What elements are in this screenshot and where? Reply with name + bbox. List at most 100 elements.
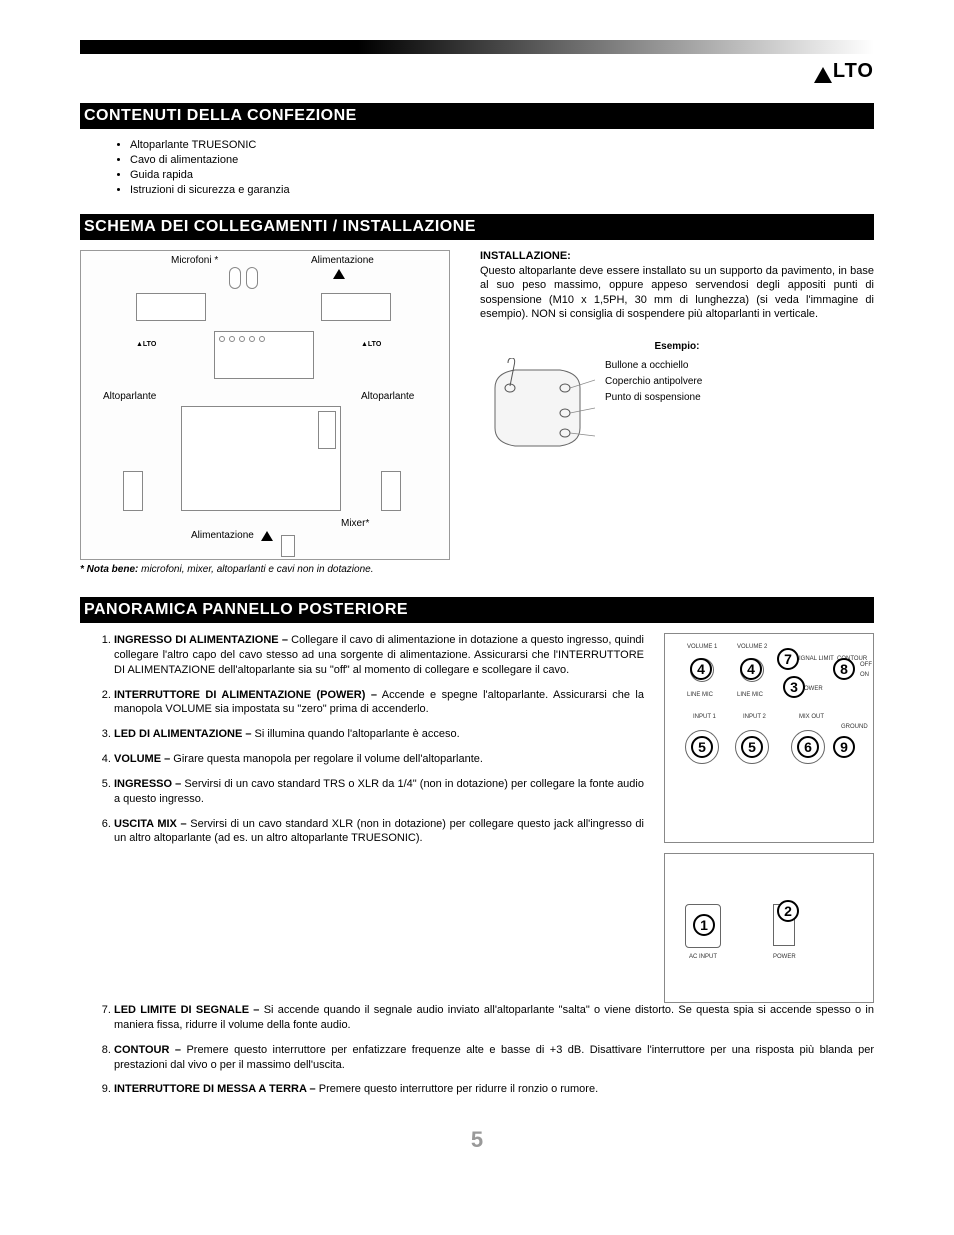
panorama-row: INGRESSO DI ALIMENTAZIONE – Collegare il… bbox=[80, 633, 874, 1003]
panorama-right: VOLUME 1 VOLUME 2 SIGNAL LIMIT CONTOUR P… bbox=[664, 633, 874, 1003]
install-text: Questo altoparlante deve essere installa… bbox=[480, 264, 874, 321]
list-item: Altoparlante TRUESONIC bbox=[130, 139, 874, 151]
warning-icon bbox=[333, 269, 345, 279]
install-title: INSTALLAZIONE: bbox=[480, 250, 874, 262]
annotation: Coperchio antipolvere bbox=[605, 374, 702, 390]
list-item: CONTOUR – Premere questo interruttore pe… bbox=[114, 1043, 874, 1073]
callout-5: 5 bbox=[691, 736, 713, 758]
label-alimentazione: Alimentazione bbox=[311, 255, 374, 266]
label-mixer: Mixer* bbox=[341, 518, 369, 529]
small-logo: ▲LTO bbox=[136, 341, 156, 348]
item-text: Premere questo interruttore per enfatizz… bbox=[114, 1044, 874, 1071]
callout-7: 7 bbox=[777, 648, 799, 670]
callout-2: 2 bbox=[777, 900, 799, 922]
tiny-label: VOLUME 1 bbox=[687, 644, 717, 650]
item-bold: INGRESSO DI ALIMENTAZIONE – bbox=[114, 634, 288, 646]
list-item: LED DI ALIMENTAZIONE – Si illumina quand… bbox=[114, 727, 644, 742]
section-header-schema: SCHEMA DEI COLLEGAMENTI / INSTALLAZIONE bbox=[80, 214, 874, 240]
top-gradient-bar bbox=[80, 40, 874, 54]
label-altoparlante: Altoparlante bbox=[103, 391, 156, 402]
rear-panel-icon bbox=[321, 293, 391, 321]
schema-right-col: INSTALLAZIONE: Questo altoparlante deve … bbox=[480, 250, 874, 589]
speaker-top-view bbox=[480, 358, 595, 448]
item-text: Si illumina quando l'altoparlante è acce… bbox=[252, 728, 460, 740]
callout-9: 9 bbox=[833, 736, 855, 758]
numbered-list: INGRESSO DI ALIMENTAZIONE – Collegare il… bbox=[80, 633, 644, 846]
tiny-label: VOLUME 2 bbox=[737, 644, 767, 650]
section-header-panorama: PANORAMICA PANNELLO POSTERIORE bbox=[80, 597, 874, 623]
tiny-label: SIGNAL LIMIT bbox=[795, 656, 834, 662]
list-item: USCITA MIX – Servirsi di un cavo standar… bbox=[114, 817, 644, 847]
tiny-label: AC INPUT bbox=[689, 954, 717, 960]
speaker-stand-icon bbox=[123, 471, 143, 511]
label-alimentazione: Alimentazione bbox=[191, 530, 254, 541]
item-text: Servirsi di un cavo standard TRS o XLR d… bbox=[114, 778, 644, 805]
item-text: Premere questo interruttore per ridurre … bbox=[316, 1083, 598, 1095]
logo-text: LTO bbox=[833, 60, 874, 83]
item-bold: CONTOUR – bbox=[114, 1044, 181, 1056]
tiny-label: INPUT 2 bbox=[743, 714, 766, 720]
annotation: Bullone a occhiello bbox=[605, 358, 702, 374]
callout-5: 5 bbox=[741, 736, 763, 758]
callout-4: 4 bbox=[690, 658, 712, 680]
small-logo: ▲LTO bbox=[361, 341, 381, 348]
schema-row: Microfoni * Alimentazione ▲LTO ▲LTO bbox=[80, 250, 874, 589]
item-bold: VOLUME – bbox=[114, 753, 170, 765]
plug-icon bbox=[281, 535, 295, 557]
tiny-label: GROUND bbox=[841, 724, 868, 730]
list-item: LED LIMITE DI SEGNALE – Si accende quand… bbox=[114, 1003, 874, 1033]
label-microfoni: Microfoni * bbox=[171, 255, 218, 266]
item-text: Servirsi di un cavo standard XLR (non in… bbox=[114, 818, 644, 845]
mixer-icon bbox=[214, 331, 314, 379]
item-bold: INTERRUTTORE DI MESSA A TERRA – bbox=[114, 1083, 316, 1095]
note-rest: microfoni, mixer, altoparlanti e cavi no… bbox=[138, 564, 373, 575]
item-bold: INGRESSO – bbox=[114, 778, 181, 790]
example-box: Esempio: Bullone bbox=[480, 341, 874, 448]
tiny-label: MIX OUT bbox=[799, 714, 824, 720]
callout-4: 4 bbox=[740, 658, 762, 680]
note-text: * Nota bene: microfoni, mixer, altoparla… bbox=[80, 564, 450, 575]
item-text: Girare questa manopola per regolare il v… bbox=[170, 753, 483, 765]
callout-8: 8 bbox=[833, 658, 855, 680]
list-item: Istruzioni di sicurezza e garanzia bbox=[130, 184, 874, 196]
list-item: Cavo di alimentazione bbox=[130, 154, 874, 166]
rear-panel-top: VOLUME 1 VOLUME 2 SIGNAL LIMIT CONTOUR P… bbox=[664, 633, 874, 843]
annotation-column: Bullone a occhiello Coperchio antipolver… bbox=[605, 358, 702, 406]
section-header-contents: CONTENUTI DELLA CONFEZIONE bbox=[80, 103, 874, 129]
example-label: Esempio: bbox=[480, 341, 874, 352]
item-bold: INTERRUTTORE DI ALIMENTAZIONE (POWER) – bbox=[114, 689, 377, 701]
mic-icon bbox=[246, 267, 258, 289]
stage-icon bbox=[181, 406, 341, 511]
tiny-label: OFF bbox=[860, 662, 872, 668]
callout-1: 1 bbox=[693, 914, 715, 936]
logo-row: LTO bbox=[80, 60, 874, 83]
note-bold: * Nota bene: bbox=[80, 564, 138, 575]
tiny-label: INPUT 1 bbox=[693, 714, 716, 720]
rear-panel-bottom: 1 2 AC INPUT POWER bbox=[664, 853, 874, 1003]
alto-logo: LTO bbox=[814, 60, 874, 83]
label-altoparlante: Altoparlante bbox=[361, 391, 414, 402]
tiny-label: POWER bbox=[773, 954, 796, 960]
callout-6: 6 bbox=[797, 736, 819, 758]
rear-panel-icon bbox=[136, 293, 206, 321]
example-diagram: Bullone a occhiello Coperchio antipolver… bbox=[480, 358, 874, 448]
panorama-left: INGRESSO DI ALIMENTAZIONE – Collegare il… bbox=[80, 633, 644, 1003]
speaker-stand-icon bbox=[381, 471, 401, 511]
item-bold: LED DI ALIMENTAZIONE – bbox=[114, 728, 252, 740]
tiny-label: ON bbox=[860, 672, 869, 678]
list-item: VOLUME – Girare questa manopola per rego… bbox=[114, 752, 644, 767]
contents-list: Altoparlante TRUESONIC Cavo di alimentaz… bbox=[80, 139, 874, 196]
page-number: 5 bbox=[80, 1127, 874, 1153]
logo-triangle-icon bbox=[814, 67, 832, 83]
list-item: INTERRUTTORE DI ALIMENTAZIONE (POWER) – … bbox=[114, 688, 644, 718]
numbered-list-full: LED LIMITE DI SEGNALE – Si accende quand… bbox=[80, 1003, 874, 1097]
callout-3: 3 bbox=[783, 676, 805, 698]
warning-icon bbox=[261, 531, 273, 541]
list-item: INTERRUTTORE DI MESSA A TERRA – Premere … bbox=[114, 1082, 874, 1097]
item-bold: USCITA MIX – bbox=[114, 818, 187, 830]
list-item: INGRESSO – Servirsi di un cavo standard … bbox=[114, 777, 644, 807]
mic-icon bbox=[229, 267, 241, 289]
tiny-label: LINE MIC bbox=[737, 692, 763, 698]
connection-diagram: Microfoni * Alimentazione ▲LTO ▲LTO bbox=[80, 250, 450, 560]
schema-left-col: Microfoni * Alimentazione ▲LTO ▲LTO bbox=[80, 250, 450, 589]
